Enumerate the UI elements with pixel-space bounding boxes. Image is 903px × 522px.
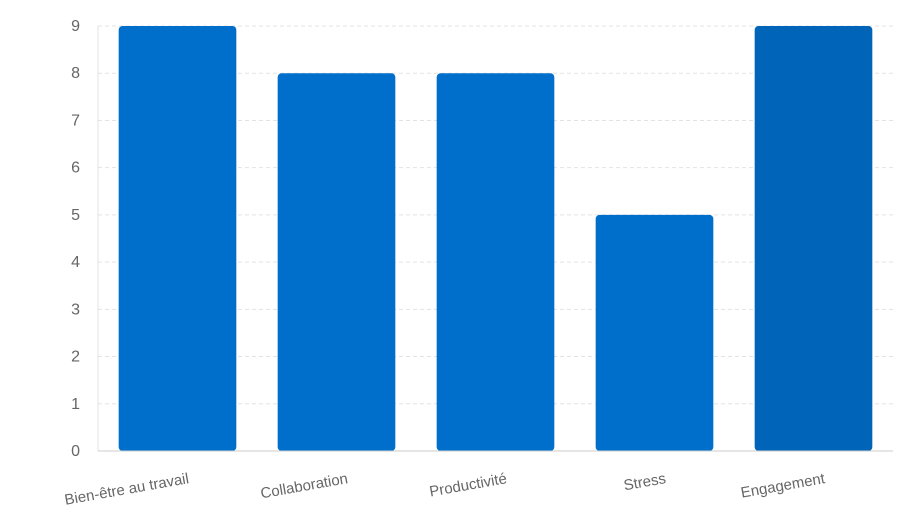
x-tick-label: Engagement	[739, 470, 827, 502]
bar	[118, 26, 237, 451]
bar	[754, 26, 873, 451]
bar	[595, 214, 714, 451]
y-tick-label: 4	[71, 254, 80, 271]
x-tick-label: Collaboration	[259, 470, 349, 502]
y-tick-label: 5	[71, 207, 80, 224]
x-tick-label: Stress	[622, 470, 667, 494]
bar	[436, 73, 555, 451]
y-tick-label: 1	[71, 396, 80, 413]
y-tick-label: 7	[71, 112, 80, 129]
grid-lines	[97, 25, 893, 451]
y-axis: 0 1 2 3 4 5 6 7 8 9	[71, 18, 80, 460]
y-tick-label: 3	[71, 301, 80, 318]
y-tick-label: 6	[71, 160, 80, 177]
y-tick-label: 9	[71, 18, 80, 35]
bars	[118, 26, 873, 451]
y-tick-label: 8	[71, 65, 80, 82]
x-axis: Bien-être au travail Collaboration Product…	[63, 470, 827, 509]
bar	[277, 73, 396, 451]
x-tick-label: Productivité	[428, 470, 508, 500]
y-tick-label: 0	[71, 443, 80, 460]
y-tick-label: 2	[71, 349, 80, 366]
x-tick-label: Bien-être au travail	[63, 470, 190, 509]
